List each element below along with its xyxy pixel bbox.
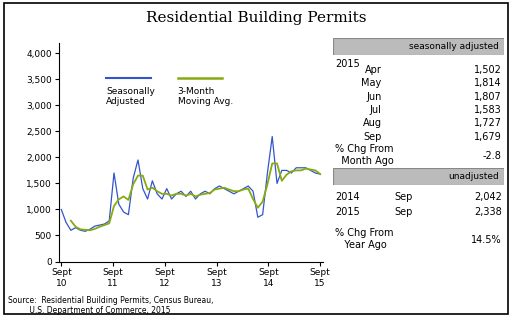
Text: 1,679: 1,679: [474, 132, 502, 142]
Text: Jul: Jul: [370, 105, 381, 115]
Text: 2015: 2015: [335, 207, 360, 217]
Text: Sep: Sep: [363, 132, 381, 142]
Text: Sep: Sep: [394, 192, 413, 202]
Text: 3-Month
Moving Avg.: 3-Month Moving Avg.: [178, 87, 233, 106]
Text: Apr: Apr: [365, 65, 381, 75]
Text: Jun: Jun: [366, 92, 381, 102]
Text: Residential Building Permits: Residential Building Permits: [146, 11, 366, 25]
Text: 2,042: 2,042: [474, 192, 502, 202]
Text: Source:  Residential Building Permits, Census Bureau,
         U.S. Department o: Source: Residential Building Permits, Ce…: [8, 296, 213, 315]
FancyBboxPatch shape: [333, 38, 504, 55]
Text: unadjusted: unadjusted: [449, 172, 499, 181]
Text: 1,583: 1,583: [474, 105, 502, 115]
Text: seasonally adjusted: seasonally adjusted: [409, 42, 499, 51]
Text: 1,814: 1,814: [474, 78, 502, 88]
Text: 1,727: 1,727: [474, 118, 502, 128]
Text: May: May: [361, 78, 381, 88]
Text: 14.5%: 14.5%: [471, 235, 502, 245]
Text: Seasonally
Adjusted: Seasonally Adjusted: [106, 87, 155, 106]
Text: Sep: Sep: [394, 207, 413, 217]
Text: 2014: 2014: [335, 192, 360, 202]
Text: 2015: 2015: [335, 59, 360, 69]
Text: -2.8: -2.8: [483, 151, 502, 161]
Text: % Chg From
  Month Ago: % Chg From Month Ago: [335, 144, 394, 166]
Text: 1,807: 1,807: [474, 92, 502, 102]
Text: % Chg From
   Year Ago: % Chg From Year Ago: [335, 228, 394, 250]
Text: 1,502: 1,502: [474, 65, 502, 75]
Text: Aug: Aug: [362, 118, 381, 128]
FancyBboxPatch shape: [4, 3, 508, 314]
Text: 2,338: 2,338: [474, 207, 502, 217]
FancyBboxPatch shape: [333, 168, 504, 185]
